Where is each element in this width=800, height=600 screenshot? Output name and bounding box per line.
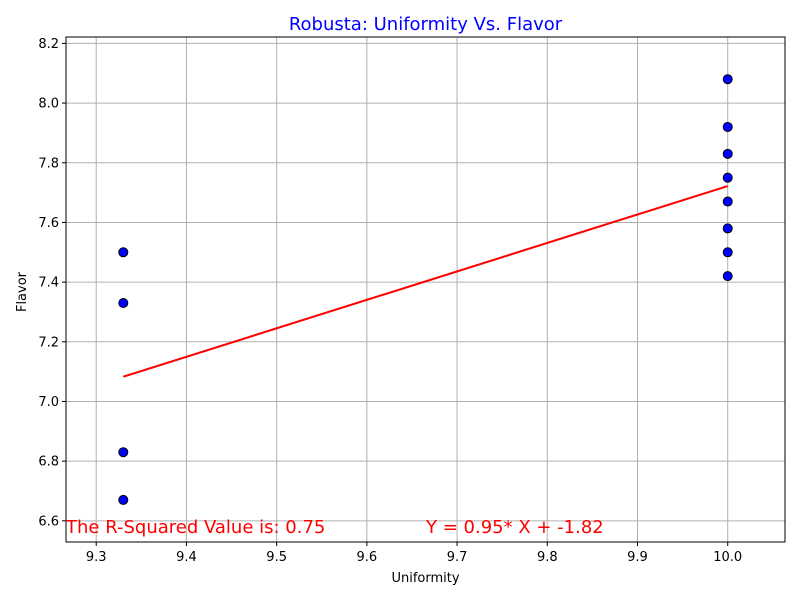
scatter-point bbox=[722, 223, 733, 234]
y-axis-ticks: 6.6 6.8 7.0 7.2 7.4 7.6 7.8 8.0 8.2 bbox=[38, 37, 66, 529]
scatter-point bbox=[118, 447, 129, 458]
y-tick-label: 8.2 bbox=[38, 37, 59, 52]
y-tick-label: 7.4 bbox=[38, 276, 59, 291]
x-tick-label: 10.0 bbox=[713, 550, 742, 565]
data-points bbox=[118, 74, 733, 505]
regression-line-group bbox=[122, 185, 729, 378]
scatter-point bbox=[118, 247, 129, 258]
scatter-point bbox=[722, 172, 733, 183]
scatter-point bbox=[722, 271, 733, 282]
x-tick-label: 9.6 bbox=[357, 550, 378, 565]
regression-line bbox=[122, 185, 729, 378]
y-axis-label: Flavor bbox=[15, 271, 30, 312]
r-squared-annotation: The R-Squared Value is: 0.75 bbox=[65, 517, 325, 538]
grid bbox=[66, 37, 785, 542]
x-tick-label: 9.4 bbox=[176, 550, 197, 565]
y-tick-label: 7.0 bbox=[38, 395, 59, 410]
chart-title: Robusta: Uniformity Vs. Flavor bbox=[289, 14, 563, 35]
y-tick-label: 7.6 bbox=[38, 216, 59, 231]
y-tick-label: 7.8 bbox=[38, 156, 59, 171]
x-tick-label: 9.9 bbox=[627, 550, 648, 565]
x-tick-label: 9.3 bbox=[86, 550, 107, 565]
y-tick-label: 7.2 bbox=[38, 335, 59, 350]
scatter-point bbox=[118, 494, 129, 505]
regression-equation-annotation: Y = 0.95* X + -1.82 bbox=[425, 517, 604, 538]
x-axis-label: Uniformity bbox=[391, 571, 459, 586]
x-axis-ticks: 9.3 9.4 9.5 9.6 9.7 9.8 9.9 10.0 bbox=[86, 542, 742, 565]
scatter-point bbox=[722, 74, 733, 85]
y-tick-label: 8.0 bbox=[38, 97, 59, 112]
scatter-point bbox=[722, 121, 733, 132]
x-tick-label: 9.7 bbox=[447, 550, 468, 565]
scatter-point bbox=[722, 148, 733, 159]
plot-area-frame bbox=[65, 36, 786, 543]
y-tick-label: 6.6 bbox=[38, 514, 59, 529]
scatter-point bbox=[722, 196, 733, 207]
scatter-point bbox=[722, 247, 733, 258]
y-tick-label: 6.8 bbox=[38, 455, 59, 470]
x-tick-label: 9.8 bbox=[537, 550, 558, 565]
x-tick-label: 9.5 bbox=[266, 550, 287, 565]
scatter-point bbox=[118, 298, 129, 309]
